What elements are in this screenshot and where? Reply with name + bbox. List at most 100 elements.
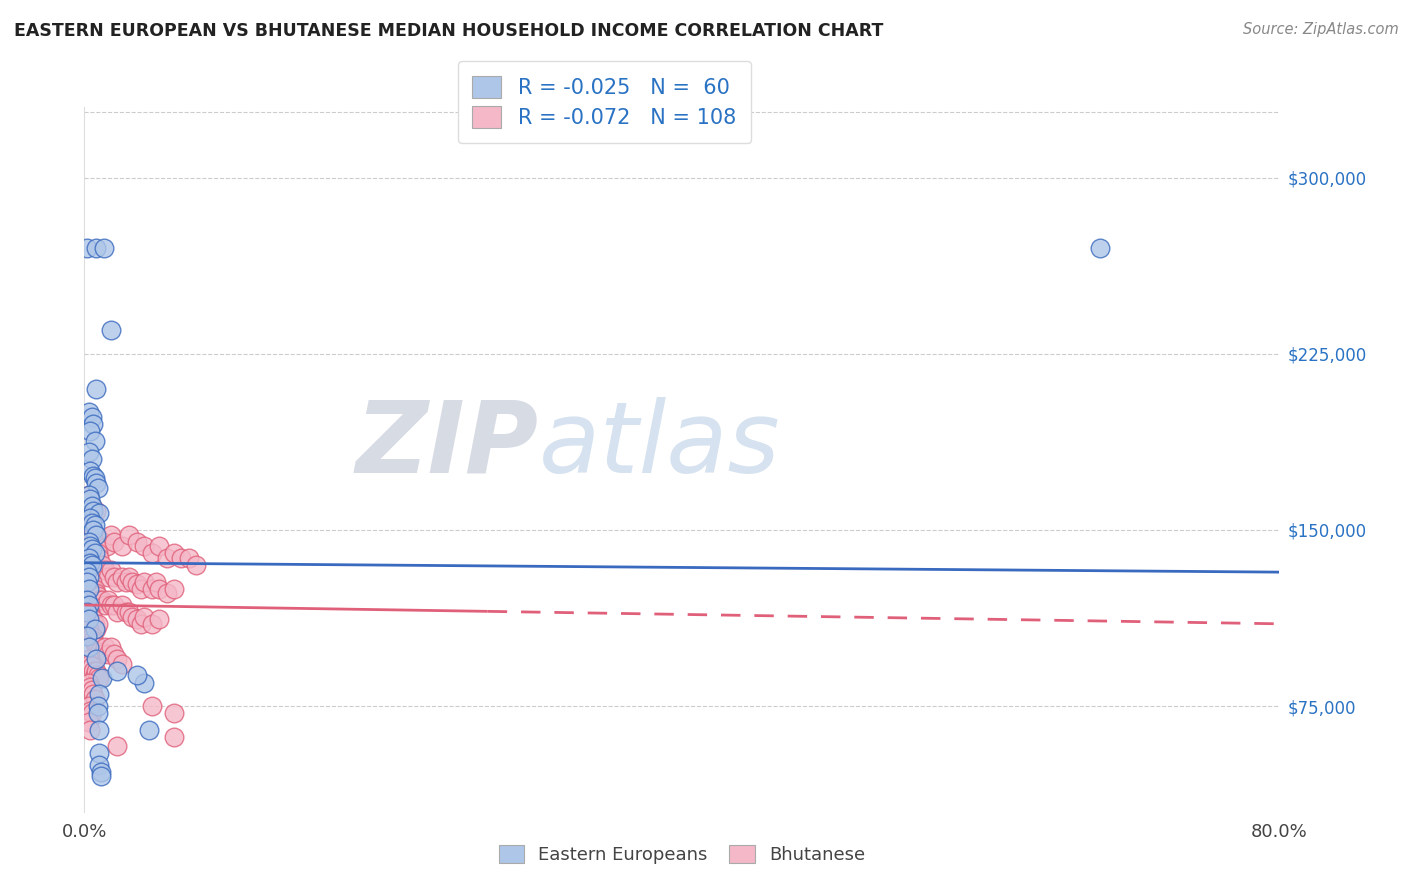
Point	[163, 582, 186, 596]
Point	[118, 605, 141, 619]
Point	[105, 652, 128, 666]
Point	[77, 715, 100, 730]
Text: EASTERN EUROPEAN VS BHUTANESE MEDIAN HOUSEHOLD INCOME CORRELATION CHART: EASTERN EUROPEAN VS BHUTANESE MEDIAN HOU…	[14, 22, 883, 40]
Point	[77, 699, 100, 714]
Point	[121, 574, 143, 589]
Point	[141, 582, 163, 596]
Point	[86, 475, 108, 490]
Point	[94, 563, 117, 577]
Point	[90, 769, 112, 784]
Point	[163, 706, 186, 720]
Point	[111, 570, 134, 584]
Point	[100, 323, 122, 337]
Point	[79, 523, 101, 537]
Point	[83, 622, 105, 636]
Point	[83, 471, 105, 485]
Text: Source: ZipAtlas.com: Source: ZipAtlas.com	[1243, 22, 1399, 37]
Point	[87, 668, 110, 682]
Point	[76, 628, 98, 642]
Point	[79, 556, 101, 570]
Point	[105, 605, 128, 619]
Point	[87, 699, 110, 714]
Point	[79, 680, 101, 694]
Point	[121, 609, 143, 624]
Point	[82, 527, 104, 541]
Point	[91, 558, 114, 573]
Point	[138, 723, 160, 737]
Point	[77, 551, 100, 566]
Point	[89, 757, 111, 772]
Point	[89, 507, 111, 521]
Point	[79, 511, 101, 525]
Point	[83, 546, 105, 560]
Point	[79, 539, 101, 553]
Point	[80, 500, 103, 514]
Point	[86, 622, 108, 636]
Point	[87, 706, 110, 720]
Point	[80, 410, 103, 425]
Point	[89, 746, 111, 760]
Point	[148, 582, 170, 596]
Point	[87, 481, 110, 495]
Point	[111, 598, 134, 612]
Point	[79, 424, 101, 438]
Point	[103, 570, 125, 584]
Point	[86, 664, 108, 678]
Point	[125, 668, 148, 682]
Point	[86, 640, 108, 655]
Point	[77, 445, 100, 459]
Point	[132, 675, 156, 690]
Point	[86, 527, 108, 541]
Point	[77, 675, 100, 690]
Point	[89, 593, 111, 607]
Point	[1090, 241, 1112, 255]
Point	[77, 598, 100, 612]
Point	[80, 516, 103, 530]
Point	[141, 546, 163, 560]
Point	[82, 633, 104, 648]
Point	[76, 574, 98, 589]
Legend: Eastern Europeans, Bhutanese: Eastern Europeans, Bhutanese	[489, 836, 875, 873]
Point	[80, 574, 103, 589]
Point	[80, 682, 103, 697]
Point	[83, 635, 105, 649]
Point	[177, 551, 200, 566]
Point	[100, 527, 122, 541]
Point	[77, 405, 100, 419]
Point	[89, 645, 111, 659]
Point	[132, 574, 156, 589]
Point	[77, 518, 100, 533]
Point	[80, 551, 103, 566]
Point	[89, 671, 111, 685]
Point	[80, 500, 103, 514]
Point	[94, 598, 117, 612]
Point	[77, 487, 100, 501]
Point	[86, 652, 108, 666]
Text: ZIP: ZIP	[356, 397, 538, 494]
Point	[93, 241, 115, 255]
Point	[83, 692, 105, 706]
Point	[103, 648, 125, 662]
Point	[83, 616, 105, 631]
Point	[79, 628, 101, 642]
Point	[132, 609, 156, 624]
Point	[91, 648, 114, 662]
Point	[79, 704, 101, 718]
Point	[100, 640, 122, 655]
Point	[111, 657, 134, 671]
Point	[115, 574, 138, 589]
Point	[83, 582, 105, 596]
Point	[80, 609, 103, 624]
Point	[125, 612, 148, 626]
Point	[77, 487, 100, 501]
Point	[79, 605, 101, 619]
Point	[80, 628, 103, 642]
Point	[77, 612, 100, 626]
Point	[91, 534, 114, 549]
Point	[91, 671, 114, 685]
Point	[87, 640, 110, 655]
Point	[77, 570, 100, 584]
Point	[125, 577, 148, 591]
Point	[163, 730, 186, 744]
Point	[82, 664, 104, 678]
